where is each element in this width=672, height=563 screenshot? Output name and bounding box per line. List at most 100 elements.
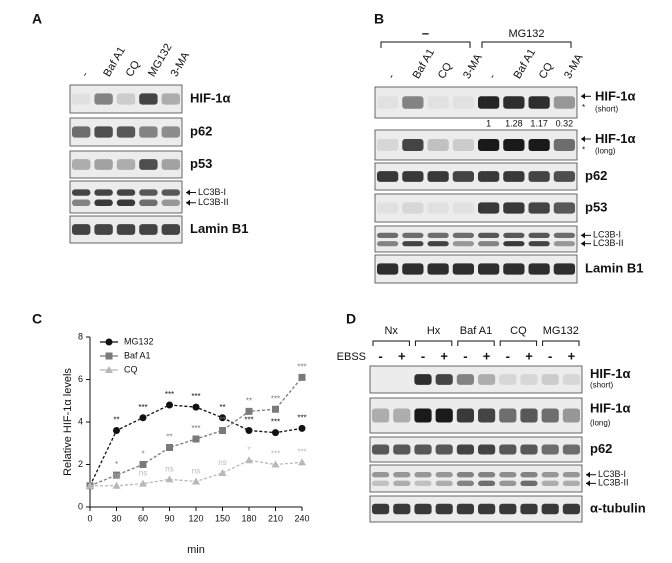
x-tick-label: 240: [294, 513, 309, 523]
band: [393, 472, 411, 478]
significance: **: [166, 433, 172, 442]
band-note: *: [582, 103, 585, 112]
band: [116, 189, 136, 196]
band: [161, 159, 180, 170]
band: [528, 263, 550, 275]
significance: ***: [138, 403, 147, 412]
x-axis-title: min: [187, 544, 205, 556]
band: [503, 96, 525, 109]
band: [94, 199, 113, 206]
band: [478, 503, 496, 515]
band: [402, 232, 424, 238]
blot-label: HIF-1α: [595, 88, 636, 103]
band: [72, 189, 91, 196]
band: [427, 263, 449, 275]
band: [452, 139, 474, 151]
band: [72, 93, 91, 105]
band: [94, 126, 113, 138]
band: [377, 263, 399, 275]
significance: **: [219, 416, 225, 425]
band: [478, 472, 496, 478]
band: [372, 472, 390, 478]
blot: [374, 225, 578, 253]
band-note: *: [582, 146, 585, 155]
band: [139, 189, 158, 196]
band: [528, 202, 550, 214]
point: [298, 424, 306, 432]
band: [427, 96, 449, 109]
band: [72, 199, 91, 206]
x-tick-label: 30: [111, 513, 121, 523]
significance: ***: [297, 362, 306, 371]
band: [562, 480, 580, 487]
band: [478, 241, 500, 247]
band: [562, 503, 580, 515]
band: [402, 139, 424, 151]
band: [452, 232, 474, 238]
band: [520, 472, 538, 478]
band: [456, 480, 474, 487]
band: [553, 202, 575, 214]
band: [503, 202, 525, 214]
blot-label: HIF-1α: [595, 131, 636, 146]
band: [372, 480, 390, 487]
band: [528, 171, 550, 182]
band: [393, 444, 411, 455]
band: [456, 374, 474, 385]
panel-letter: C: [32, 311, 42, 327]
band: [435, 503, 453, 515]
band: [72, 126, 91, 138]
group-bracket: [372, 340, 410, 346]
band: [402, 241, 424, 247]
x-tick-label: 180: [241, 513, 256, 523]
arrow-head: [586, 480, 590, 487]
band: [553, 263, 575, 275]
point: [113, 427, 120, 434]
arrow-head: [581, 93, 585, 100]
band: [452, 171, 474, 182]
band: [503, 263, 525, 275]
band: [452, 202, 474, 214]
band: [452, 241, 474, 247]
legend-label: MG132: [124, 336, 154, 346]
point: [139, 461, 147, 468]
blot-label: p62: [190, 123, 212, 138]
band: [72, 159, 91, 170]
significance: **: [219, 403, 225, 412]
significance: ns: [165, 464, 173, 473]
band: [402, 171, 424, 182]
band: [414, 374, 432, 385]
legend-marker: [105, 338, 113, 346]
band: [452, 263, 474, 275]
blot-label: p53: [190, 156, 212, 171]
marker-label: LC3B-II: [198, 197, 229, 207]
legend-label: Baf A1: [124, 350, 151, 360]
band: [520, 444, 538, 455]
band: [541, 444, 559, 455]
band: [377, 241, 399, 247]
treatment-level: +: [398, 348, 406, 363]
lane-label: -: [79, 69, 91, 78]
band: [377, 139, 399, 151]
band: [456, 503, 474, 515]
point: [112, 481, 121, 489]
treatment-label: EBSS: [337, 351, 366, 363]
point: [165, 475, 174, 483]
band: [499, 408, 517, 423]
y-tick-label: 6: [78, 374, 83, 384]
panel-letter: B: [374, 11, 384, 27]
band: [562, 374, 580, 385]
x-tick-label: 150: [215, 513, 230, 523]
band: [372, 503, 390, 515]
band: [372, 408, 390, 423]
band: [139, 199, 158, 206]
band: [161, 189, 180, 196]
band: [541, 480, 559, 487]
point: [139, 479, 147, 487]
band: [116, 126, 136, 138]
band: [427, 139, 449, 151]
blot-label: HIF-1α: [190, 90, 231, 105]
band: [528, 96, 550, 109]
group-label: Baf A1: [460, 325, 492, 337]
significance: ***: [191, 392, 200, 401]
